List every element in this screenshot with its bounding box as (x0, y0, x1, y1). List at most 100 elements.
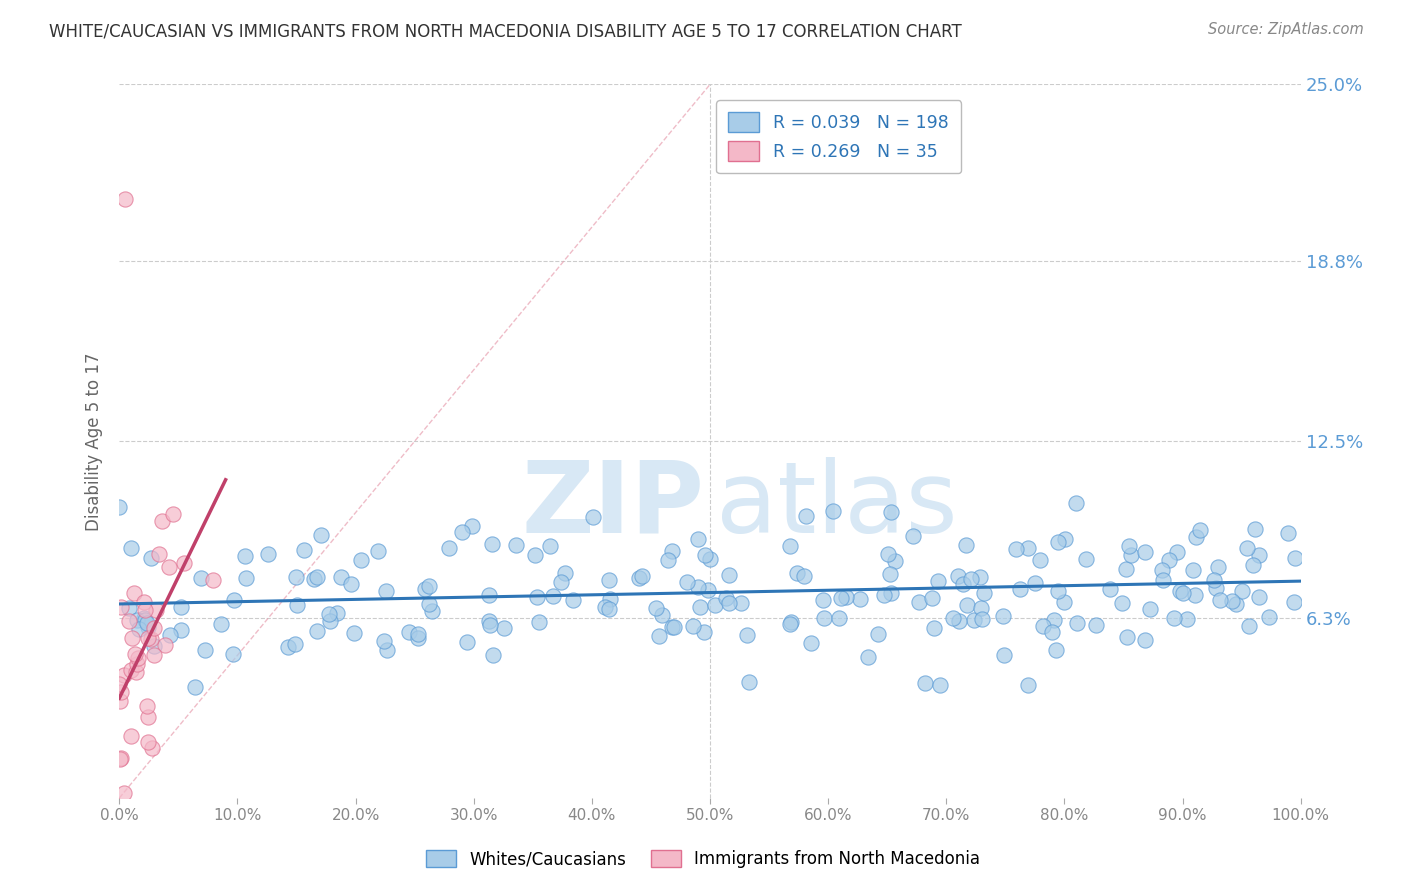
Point (1202, 573, 1225, 587)
Point (1046, 583, 1069, 598)
Point (285, 570, 308, 584)
Point (717, 568, 740, 582)
Point (1032, 619, 1054, 633)
Point (125, 665, 148, 679)
Point (657, 553, 679, 567)
Point (703, 599, 725, 613)
Point (1042, 613, 1064, 627)
Point (481, 537, 503, 551)
Point (813, 610, 835, 624)
Point (169, 623, 191, 637)
Point (1157, 553, 1180, 567)
Point (492, 621, 515, 635)
Point (800, 636, 823, 650)
Point (304, 572, 326, 586)
Legend: R = 0.039   N = 198, R = 0.269   N = 35: R = 0.039 N = 198, R = 0.269 N = 35 (716, 100, 962, 173)
Point (110, 600, 132, 615)
Point (118, 600, 141, 615)
Point (145, 603, 167, 617)
Point (529, 615, 551, 630)
Point (648, 630, 671, 644)
Point (1029, 553, 1052, 567)
Point (1045, 643, 1067, 657)
Point (1247, 548, 1270, 562)
Point (811, 592, 834, 607)
Point (110, 694, 132, 708)
Point (343, 626, 366, 640)
Point (209, 616, 232, 631)
Point (136, 709, 159, 723)
Point (478, 614, 501, 628)
Point (138, 620, 160, 634)
Point (318, 615, 340, 629)
Point (505, 537, 527, 551)
Point (1220, 594, 1243, 608)
Point (880, 586, 903, 600)
Point (1040, 624, 1063, 639)
Point (1284, 550, 1306, 565)
Point (139, 551, 162, 566)
Point (1236, 541, 1258, 555)
Point (599, 591, 621, 606)
Point (582, 510, 605, 524)
Point (277, 640, 299, 655)
Point (779, 615, 801, 630)
Point (193, 643, 215, 657)
Point (118, 614, 141, 628)
Point (108, 676, 131, 690)
Point (735, 628, 758, 642)
Point (406, 627, 429, 641)
Point (173, 556, 195, 570)
Point (284, 636, 307, 650)
Point (969, 570, 991, 584)
Point (828, 611, 851, 625)
Point (598, 574, 620, 588)
Point (135, 698, 157, 713)
Point (993, 648, 1015, 663)
Point (1152, 573, 1174, 587)
Point (686, 532, 709, 546)
Point (960, 572, 983, 586)
Point (901, 529, 924, 543)
Point (1206, 560, 1229, 574)
Point (374, 583, 396, 598)
Point (956, 598, 979, 612)
Point (1084, 618, 1107, 632)
Point (1184, 589, 1206, 603)
Point (883, 554, 905, 568)
Point (141, 741, 163, 756)
Point (121, 631, 143, 645)
Point (1244, 522, 1267, 536)
Point (927, 574, 949, 588)
Point (963, 613, 986, 627)
Point (120, 663, 142, 677)
Point (697, 583, 720, 598)
Point (1166, 545, 1188, 559)
Point (1008, 582, 1031, 596)
Point (1247, 591, 1270, 605)
Point (143, 639, 166, 653)
Point (946, 569, 969, 583)
Point (921, 591, 943, 605)
Point (224, 593, 246, 607)
Point (1241, 558, 1264, 573)
Point (1053, 532, 1076, 546)
Point (132, 611, 155, 625)
Point (350, 553, 373, 567)
Point (285, 599, 308, 613)
Point (538, 539, 561, 553)
Point (184, 680, 207, 694)
Point (699, 551, 721, 566)
Point (1076, 551, 1098, 566)
Point (970, 601, 993, 615)
Point (1163, 611, 1185, 625)
Point (120, 541, 142, 555)
Point (136, 616, 159, 631)
Point (1170, 583, 1192, 598)
Point (235, 571, 257, 585)
Point (526, 590, 548, 604)
Point (1116, 630, 1139, 644)
Point (479, 617, 502, 632)
Point (124, 647, 146, 661)
Text: ZIP: ZIP (522, 457, 704, 554)
